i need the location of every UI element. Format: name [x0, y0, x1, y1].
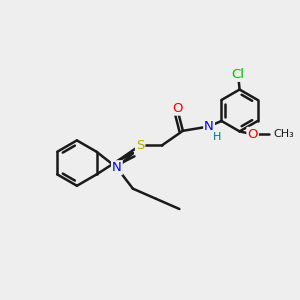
Text: CH₃: CH₃: [273, 129, 294, 139]
Text: O: O: [172, 102, 182, 115]
Text: Cl: Cl: [232, 68, 244, 81]
Text: N: N: [112, 161, 122, 174]
Text: H: H: [213, 133, 221, 142]
Text: S: S: [136, 139, 144, 152]
Text: N: N: [204, 120, 214, 133]
Text: O: O: [248, 128, 258, 141]
